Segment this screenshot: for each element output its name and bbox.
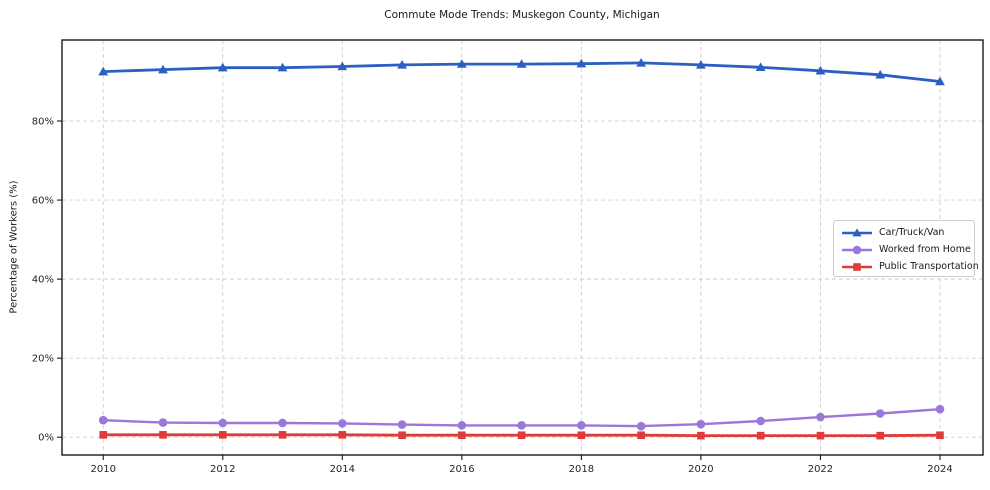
x-tick-label: 2022 xyxy=(808,464,833,475)
data-point-triangle xyxy=(696,60,706,69)
legend-item-car-truck-van: Car/Truck/Van xyxy=(842,224,974,241)
triangle-marker-icon xyxy=(842,227,872,236)
y-tick-label: 60% xyxy=(32,195,54,206)
data-point-triangle xyxy=(875,69,886,79)
y-tick-label: 0% xyxy=(38,433,54,444)
x-tick-label: 2024 xyxy=(927,464,952,475)
data-point-circle xyxy=(816,412,825,422)
data-point-square xyxy=(697,431,705,440)
data-point-circle xyxy=(218,418,228,428)
data-point-square xyxy=(816,431,825,440)
data-point-square xyxy=(577,431,586,440)
y-tick-label: 40% xyxy=(32,275,54,286)
data-point-triangle xyxy=(277,62,288,72)
legend-label: Worked from Home xyxy=(879,244,971,255)
data-point-circle xyxy=(935,404,945,414)
data-point-triangle xyxy=(516,59,527,68)
legend-item-worked-from-home: Worked from Home xyxy=(842,241,974,258)
x-tick-label: 2020 xyxy=(688,464,713,475)
data-point-triangle xyxy=(456,59,467,68)
data-point-square xyxy=(517,431,526,440)
data-point-circle xyxy=(278,418,287,428)
data-point-triangle xyxy=(636,58,647,67)
data-point-circle xyxy=(577,421,586,430)
data-point-square xyxy=(398,431,406,440)
x-tick-label: 2018 xyxy=(569,464,594,475)
data-point-triangle xyxy=(935,76,945,86)
legend-label: Car/Truck/Van xyxy=(879,227,945,238)
data-point-square xyxy=(637,431,645,440)
chart-title: Commute Mode Trends: Muskegon County, Mi… xyxy=(384,9,660,21)
data-point-square xyxy=(756,431,765,440)
data-point-triangle xyxy=(337,61,348,71)
data-point-circle xyxy=(517,421,526,430)
data-point-square xyxy=(218,431,227,439)
data-point-square xyxy=(936,431,944,440)
y-tick-label: 20% xyxy=(32,354,54,365)
data-point-circle xyxy=(756,416,765,426)
data-point-triangle xyxy=(576,58,587,68)
data-point-circle xyxy=(338,419,347,428)
data-point-circle xyxy=(98,415,108,425)
data-point-triangle xyxy=(98,66,109,76)
data-point-square xyxy=(278,431,287,439)
data-point-square xyxy=(458,431,466,440)
x-tick-label: 2012 xyxy=(210,464,235,475)
y-tick-label: 80% xyxy=(32,116,54,127)
data-point-square xyxy=(876,431,885,440)
data-point-circle xyxy=(158,418,168,427)
data-point-square xyxy=(338,431,347,439)
legend-item-public-transportation: Public Transportation xyxy=(842,258,979,275)
data-point-square xyxy=(159,431,167,439)
data-point-triangle xyxy=(815,65,826,75)
x-tick-label: 2016 xyxy=(449,464,474,475)
data-point-circle xyxy=(636,421,646,431)
legend: Car/Truck/Van Worked from Home Public Tr… xyxy=(833,220,979,277)
data-point-triangle xyxy=(755,62,766,71)
x-tick-label: 2010 xyxy=(91,464,116,475)
x-tick-label: 2014 xyxy=(330,464,355,475)
square-marker-icon xyxy=(842,262,872,271)
data-point-circle xyxy=(457,421,467,430)
data-point-circle xyxy=(696,419,706,429)
data-point-triangle xyxy=(158,64,168,74)
circle-marker-icon xyxy=(842,245,872,254)
legend-label: Public Transportation xyxy=(879,261,979,272)
data-point-circle xyxy=(397,420,407,429)
data-point-triangle xyxy=(397,60,407,69)
data-point-circle xyxy=(875,409,885,418)
data-point-square xyxy=(99,431,108,439)
axes-frame xyxy=(61,39,984,456)
data-point-triangle xyxy=(217,62,228,72)
